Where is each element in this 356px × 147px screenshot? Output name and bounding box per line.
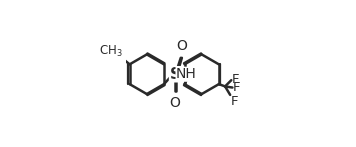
Text: F: F bbox=[232, 73, 239, 86]
Text: F: F bbox=[230, 95, 238, 108]
Text: CH$_3$: CH$_3$ bbox=[99, 44, 123, 59]
Text: F: F bbox=[233, 81, 241, 94]
Text: O: O bbox=[176, 39, 187, 52]
Text: S: S bbox=[169, 67, 180, 82]
Text: O: O bbox=[170, 96, 180, 110]
Text: NH: NH bbox=[176, 67, 197, 81]
